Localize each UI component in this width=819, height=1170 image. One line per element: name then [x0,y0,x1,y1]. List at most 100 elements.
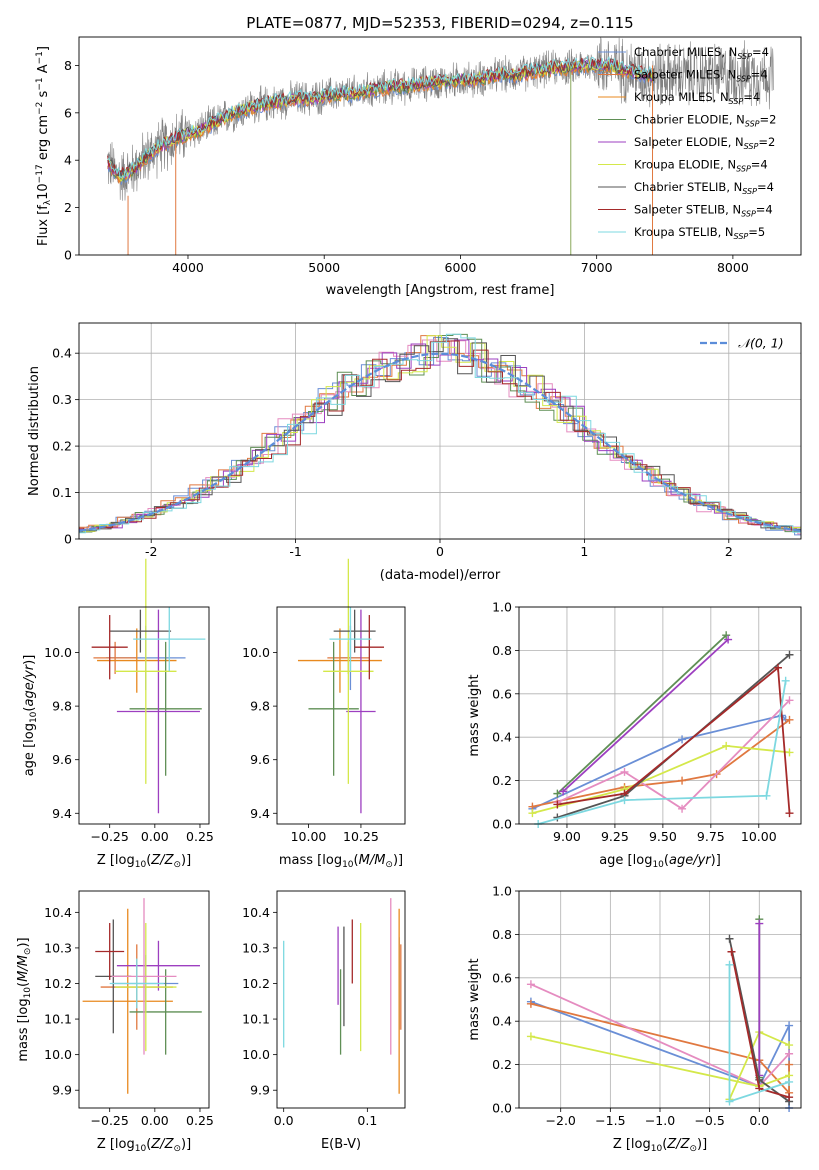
mass-weight-series-4 [553,631,731,798]
y-tick-label: 10.3 [44,940,72,955]
x-axis-label: wavelength [Angstrom, rest frame] [326,283,555,298]
y-tick-label: 0.2 [492,1057,512,1072]
y-tick-label: 10.0 [242,645,270,660]
data-marker [725,1097,734,1106]
y-tick-label: 10.2 [242,976,270,991]
x-tick-label: 10.00 [291,829,327,844]
series-line [562,638,729,793]
y-axis-label: Normed distribution [27,366,42,496]
x-axis-label: Z [log10(Z/Z⊙)] [97,1137,191,1154]
legend-entry: Kroupa MILES, NSSP=4 [634,90,760,106]
x-tick-label: 0.25 [186,1113,214,1128]
legend: Chabrier MILES, NSSP=4 Salpeter MILES, NS… [598,45,776,241]
data-marker [526,1032,535,1041]
x-tick-label: −1.0 [645,1113,675,1128]
y-tick-label: 10.1 [44,1012,72,1027]
residuals-panel: -2 -1 0 1 2 0 0.1 0.2 0.3 0.4 (data-model)/error No… [27,322,802,583]
mass-weight-series-7 [755,919,764,1080]
error-point-4 [129,641,202,776]
data-marker [785,1049,794,1058]
legend-entry: Chabrier ELODIE, NSSP=2 [634,113,776,129]
y-tick-label: 0.2 [492,773,512,788]
y-tick-label: 9.8 [52,699,72,714]
y-axis-label: age [log10(age/yr)] [22,655,39,777]
x-tick-label: 9.00 [553,829,581,844]
mass-weight-series-9 [727,947,794,1102]
data-marker [785,748,794,757]
error-point-9 [329,607,372,672]
spectrum-panel: 4000 5000 6000 7000 8000 0 2 4 6 8 PLATE=0877, MJD… [35,14,802,298]
y-tick-label: 2 [64,200,72,215]
x-axis-label: age [log10(age/yr)] [599,853,721,870]
legend-entry: Salpeter MILES, NSSP=4 [634,68,768,84]
data-marker [727,947,736,956]
error-point-10 [109,958,164,1009]
x-tick-label: 9.50 [649,829,677,844]
y-tick-label: 10.2 [44,976,72,991]
y-tick-label: 9.4 [250,806,270,821]
y-tick-label: 0 [64,532,72,547]
legend-entry: Chabrier MILES, NSSP=4 [634,45,769,61]
legend-entry: 𝒩(0, 1) [738,336,784,351]
y-tick-label: 0.4 [492,730,512,745]
legend-entry: Kroupa STELIB, NSSP=5 [634,225,765,241]
error-point-3 [97,628,177,693]
x-axis-label: mass [log10(M/M⊙)] [279,853,403,870]
histogram-9 [79,333,801,534]
histograms [79,333,801,536]
x-axis-label: Z [log10(Z/Z⊙)] [613,1137,707,1154]
age_vs_Z-panel: −0.25 0.00 0.25 9.4 9.6 9.8 10.0 Z [log10(Z/Z⊙)… [22,558,214,870]
x-tick-label: 1 [580,544,588,559]
error-point-7 [333,609,376,653]
data-marker [526,980,535,989]
mass-weight-series-6 [528,741,794,818]
error-point-5 [116,609,200,814]
y-axis-label: mass weight [467,958,482,1040]
axes-frame [518,890,802,1109]
model-line-7 [107,58,655,178]
error-point-6 [323,558,374,784]
y-tick-label: 0.8 [492,927,512,942]
data-marker [762,791,771,800]
model-line-9 [107,55,655,179]
x-tick-label: −0.5 [694,1113,724,1128]
data-marker [785,1021,794,1030]
error-point-9 [133,607,206,672]
x-tick-label: −2.0 [546,1113,576,1128]
x-axis-label: E(B-V) [321,1137,361,1152]
data-marker [722,631,731,640]
data-marker [678,735,687,744]
data-marker [725,934,734,943]
data-marker [785,1077,794,1086]
y-tick-label: 9.8 [250,699,270,714]
y-tick-label: 4 [64,153,72,168]
x-tick-label: −1.5 [595,1113,625,1128]
model-line-8 [107,57,655,176]
error-point-5 [346,609,376,814]
axes-frame [78,890,210,1109]
y-tick-label: 0 [64,248,72,263]
y-tick-label: 10.0 [44,1047,72,1062]
data-marker [559,787,568,796]
x-tick-label: 0.00 [141,829,169,844]
y-tick-label: 0.1 [52,485,72,500]
error-point-6 [115,923,177,1052]
y-axis-label: mass [log10(M/M⊙)] [16,937,33,1061]
mw_vs_age-panel: 9.00 9.25 9.50 9.75 10.00 0.0 0.2 0.4 0.6 0.8 1.0 a… [467,600,802,870]
mass-weight-series-5 [559,635,733,796]
x-tick-label: 7000 [581,260,613,275]
series-line [557,666,791,814]
x-tick-label: 9.25 [601,829,629,844]
data-marker [785,1060,794,1069]
y-tick-label: 9.9 [250,1083,270,1098]
x-tick-label: 10.25 [343,829,379,844]
data-marker [620,796,629,805]
series-line [557,699,791,810]
series-line [537,680,787,825]
model-line-6 [107,58,655,182]
x-tick-label: -2 [145,544,157,559]
x-tick-label: 0.25 [186,829,214,844]
x-tick-label: 0.1 [357,1113,377,1128]
data-marker [620,767,629,776]
y-tick-label: 0.0 [492,1101,512,1116]
